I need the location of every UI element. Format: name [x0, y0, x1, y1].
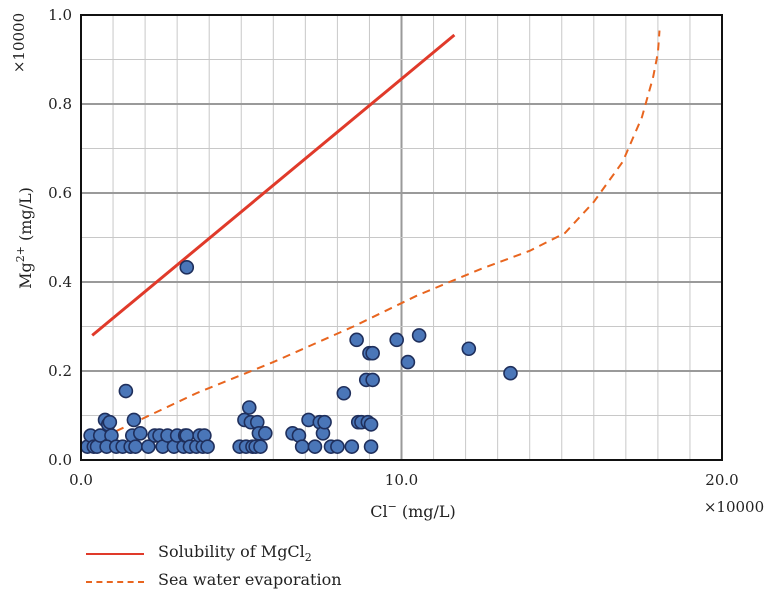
evaporation-line [115, 30, 661, 432]
data-point [400, 354, 416, 370]
y-axis-title: Mg2+ (mg/L) [14, 187, 35, 289]
tick-labels: 0.0 10.0 20.0 0.0 0.2 0.4 0.6 0.8 1.0 [48, 6, 739, 489]
data-point [349, 332, 364, 348]
data-point [363, 417, 379, 432]
y-tick-label: 0.6 [48, 184, 72, 202]
data-point [503, 365, 518, 381]
legend: Solubility of MgCl2 Sea water evaporatio… [86, 540, 406, 596]
legend-label-solubility: Solubility of MgCl2 [158, 542, 312, 565]
x-tick-label: 20.0 [705, 471, 738, 489]
data-point [461, 341, 477, 357]
data-point [365, 345, 380, 361]
data-point [389, 332, 404, 348]
legend-label-evaporation: Sea water evaporation [158, 570, 342, 589]
data-point [179, 260, 195, 275]
data-point [200, 439, 215, 454]
data-point [330, 439, 345, 454]
legend-item-solubility: Solubility of MgCl2 [86, 540, 406, 568]
data-points [80, 260, 518, 454]
data-point [257, 425, 273, 441]
plot-frame [80, 14, 723, 461]
x-tick-label: 0.0 [69, 471, 93, 489]
data-point [363, 439, 379, 454]
chart: 0.0 10.0 20.0 0.0 0.2 0.4 0.6 0.8 1.0 Cl− (mg/L)… [10, 6, 764, 521]
data-point [365, 372, 380, 388]
data-point [126, 412, 142, 428]
curves [91, 30, 661, 432]
grid-lines [81, 15, 722, 460]
y-tick-label: 0.2 [48, 362, 72, 380]
y-tick-label: 1.0 [48, 6, 72, 24]
legend-swatch-solubility [86, 553, 144, 555]
x-tick-label: 10.0 [385, 471, 418, 489]
data-point [102, 414, 118, 430]
x-axis-title: Cl− (mg/L) [370, 500, 456, 521]
data-point [132, 425, 148, 441]
data-point [118, 383, 134, 399]
data-point [344, 439, 360, 454]
data-point [307, 439, 323, 454]
y-tick-label: 0.0 [48, 451, 72, 469]
data-point [317, 414, 332, 430]
data-point [141, 439, 156, 454]
data-point [336, 385, 352, 401]
data-point [253, 439, 268, 454]
data-point [411, 328, 427, 343]
y-tick-label: 0.4 [48, 273, 72, 291]
y-tick-label: 0.8 [48, 95, 72, 113]
y-multiplier: ×10000 [10, 13, 28, 73]
legend-item-evaporation: Sea water evaporation [86, 568, 406, 596]
x-multiplier: ×10000 [704, 498, 764, 516]
solubility-line [91, 33, 456, 337]
legend-swatch-evaporation [86, 581, 144, 583]
data-point [241, 400, 257, 415]
data-point [128, 439, 143, 454]
data-point [294, 439, 310, 454]
